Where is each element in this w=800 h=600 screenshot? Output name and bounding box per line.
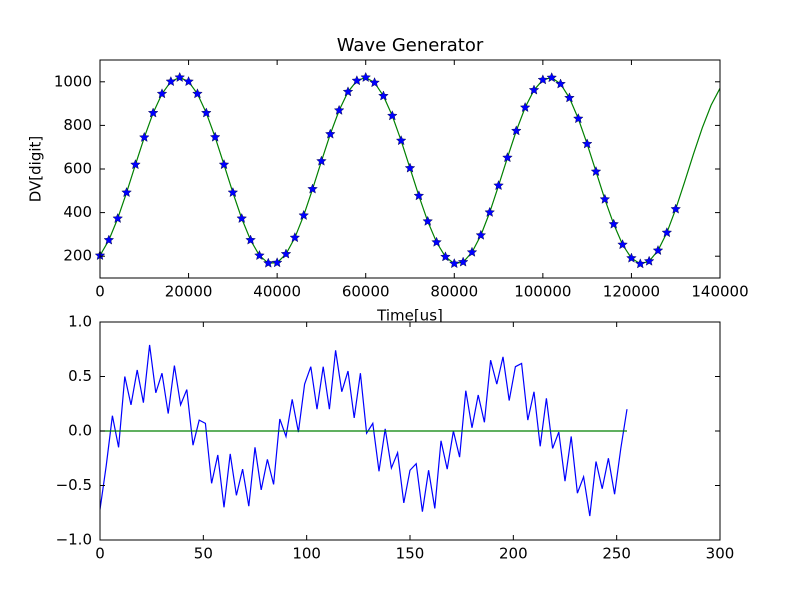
y-tick-label: 1000: [54, 72, 92, 90]
x-tick-label: 100000: [514, 283, 571, 301]
star-marker: [573, 113, 584, 124]
y-tick-label: 400: [63, 203, 92, 221]
star-marker: [192, 88, 203, 99]
star-marker: [227, 187, 239, 198]
series-line: [100, 344, 628, 517]
star-marker: [528, 84, 540, 95]
star-marker: [519, 101, 531, 112]
x-tick-label: 120000: [603, 283, 660, 301]
star-marker: [511, 125, 522, 136]
x-tick-label: 140000: [691, 283, 748, 301]
x-tick-label: 0: [95, 545, 105, 563]
x-tick-label: 0: [95, 283, 105, 301]
star-marker: [617, 239, 628, 250]
star-marker: [254, 250, 265, 261]
star-marker: [271, 257, 283, 268]
x-tick-label: 50: [194, 545, 213, 563]
star-marker: [493, 180, 504, 191]
star-marker: [360, 71, 371, 82]
star-marker: [661, 227, 673, 238]
star-marker: [333, 104, 345, 115]
star-marker: [307, 183, 318, 194]
star-marker: [209, 131, 221, 142]
star-marker: [316, 155, 327, 166]
star-marker: [635, 258, 646, 269]
star-marker: [626, 252, 637, 263]
star-marker: [342, 86, 354, 97]
star-marker: [564, 92, 575, 103]
x-axis-label: Time[us]: [376, 307, 443, 325]
star-marker: [466, 246, 478, 257]
star-marker: [147, 107, 159, 118]
star-marker: [218, 159, 230, 170]
star-marker: [652, 245, 664, 256]
y-tick-label: 0.0: [68, 422, 92, 440]
x-tick-label: 20000: [165, 283, 213, 301]
star-marker: [369, 77, 380, 88]
star-marker: [245, 234, 256, 245]
star-marker: [121, 187, 132, 198]
star-marker: [599, 193, 611, 204]
star-marker: [502, 152, 513, 163]
star-marker: [289, 232, 301, 243]
x-tick-label: 40000: [253, 283, 301, 301]
x-tick-label: 300: [706, 545, 735, 563]
star-marker: [112, 212, 123, 223]
star-marker: [387, 110, 398, 121]
star-marker: [484, 206, 495, 217]
star-marker: [537, 74, 549, 85]
star-marker: [130, 159, 141, 170]
star-marker: [263, 257, 274, 268]
star-marker: [413, 190, 425, 201]
y-tick-label: 1.0: [68, 313, 92, 331]
star-marker: [325, 128, 336, 139]
star-marker: [449, 258, 460, 269]
star-marker: [608, 218, 619, 229]
x-tick-label: 200: [499, 545, 528, 563]
star-marker: [395, 135, 407, 146]
star-marker: [590, 166, 602, 177]
star-marker: [643, 255, 655, 266]
x-tick-label: 250: [602, 545, 631, 563]
star-marker: [165, 76, 177, 87]
y-tick-label: 0.5: [68, 367, 92, 385]
star-marker: [351, 75, 363, 86]
x-tick-label: 150: [396, 545, 425, 563]
star-marker: [475, 229, 487, 240]
star-marker: [174, 71, 185, 82]
star-marker: [183, 76, 194, 87]
star-marker: [546, 72, 557, 83]
star-marker: [670, 203, 681, 214]
chart-title: Wave Generator: [337, 35, 484, 56]
star-marker: [404, 162, 416, 173]
x-tick-label: 100: [292, 545, 321, 563]
star-marker: [201, 107, 212, 118]
star-marker: [581, 138, 593, 149]
star-marker: [378, 90, 389, 101]
star-marker: [236, 212, 247, 223]
x-tick-label: 60000: [342, 283, 390, 301]
star-marker: [431, 236, 442, 247]
star-marker: [457, 256, 469, 267]
star-marker: [103, 234, 115, 245]
y-tick-label: −1.0: [56, 531, 92, 549]
star-marker: [298, 209, 309, 220]
y-tick-label: 800: [63, 116, 92, 134]
star-marker: [139, 131, 150, 142]
y-axis-label: DV[digit]: [27, 136, 45, 203]
star-marker: [555, 78, 566, 89]
y-tick-label: 600: [63, 160, 92, 178]
star-marker: [280, 248, 292, 259]
star-marker: [440, 251, 451, 262]
y-tick-label: 200: [63, 247, 92, 265]
y-tick-label: −0.5: [56, 476, 92, 494]
star-marker: [422, 215, 433, 226]
star-marker: [156, 88, 168, 99]
x-tick-label: 80000: [430, 283, 478, 301]
